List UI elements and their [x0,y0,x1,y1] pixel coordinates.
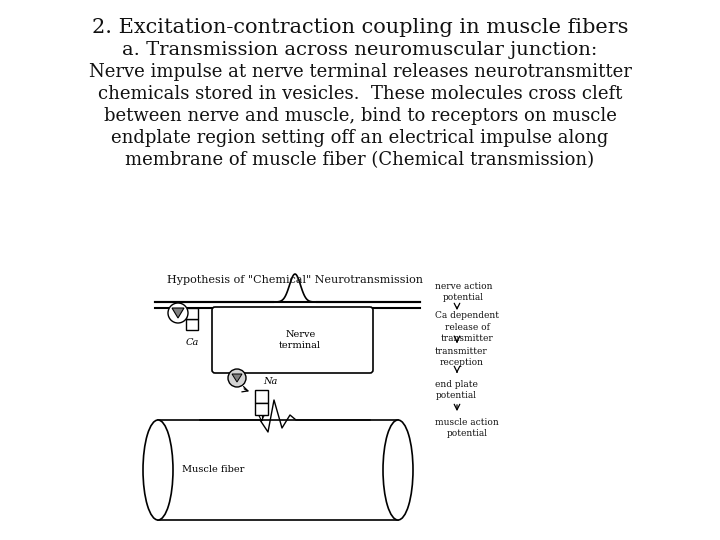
Text: Muscle fiber: Muscle fiber [182,465,244,475]
FancyBboxPatch shape [212,307,373,373]
Text: Hypothesis of "Chemical" Neurotransmission: Hypothesis of "Chemical" Neurotransmissi… [167,275,423,285]
Text: Ca: Ca [185,338,199,347]
Ellipse shape [143,420,173,520]
Text: chemicals stored in vesicles.  These molecules cross cleft: chemicals stored in vesicles. These mole… [98,85,622,103]
Circle shape [168,303,188,323]
Text: end plate
potential: end plate potential [435,380,478,400]
Polygon shape [186,319,198,330]
Polygon shape [255,390,268,402]
Text: 2. Excitation-contraction coupling in muscle fibers: 2. Excitation-contraction coupling in mu… [91,18,629,37]
Polygon shape [172,308,184,318]
Text: between nerve and muscle, bind to receptors on muscle: between nerve and muscle, bind to recept… [104,107,616,125]
Text: membrane of muscle fiber (Chemical transmission): membrane of muscle fiber (Chemical trans… [125,151,595,169]
Text: transmitter
reception: transmitter reception [435,347,487,367]
Polygon shape [232,374,242,382]
Polygon shape [255,402,268,415]
Text: Ca dependent
release of
transmitter: Ca dependent release of transmitter [435,312,499,342]
Text: Na: Na [264,377,278,386]
Text: endplate region setting off an electrical impulse along: endplate region setting off an electrica… [112,129,608,147]
Text: nerve action
potential: nerve action potential [435,282,492,302]
Text: a. Transmission across neuromuscular junction:: a. Transmission across neuromuscular jun… [122,41,598,59]
Circle shape [228,369,246,387]
Polygon shape [158,420,398,520]
Text: Nerve
terminal: Nerve terminal [279,330,321,350]
Ellipse shape [383,420,413,520]
Text: Nerve impulse at nerve terminal releases neurotransmitter: Nerve impulse at nerve terminal releases… [89,63,631,81]
Polygon shape [186,308,198,319]
Text: muscle action
potential: muscle action potential [435,418,499,438]
